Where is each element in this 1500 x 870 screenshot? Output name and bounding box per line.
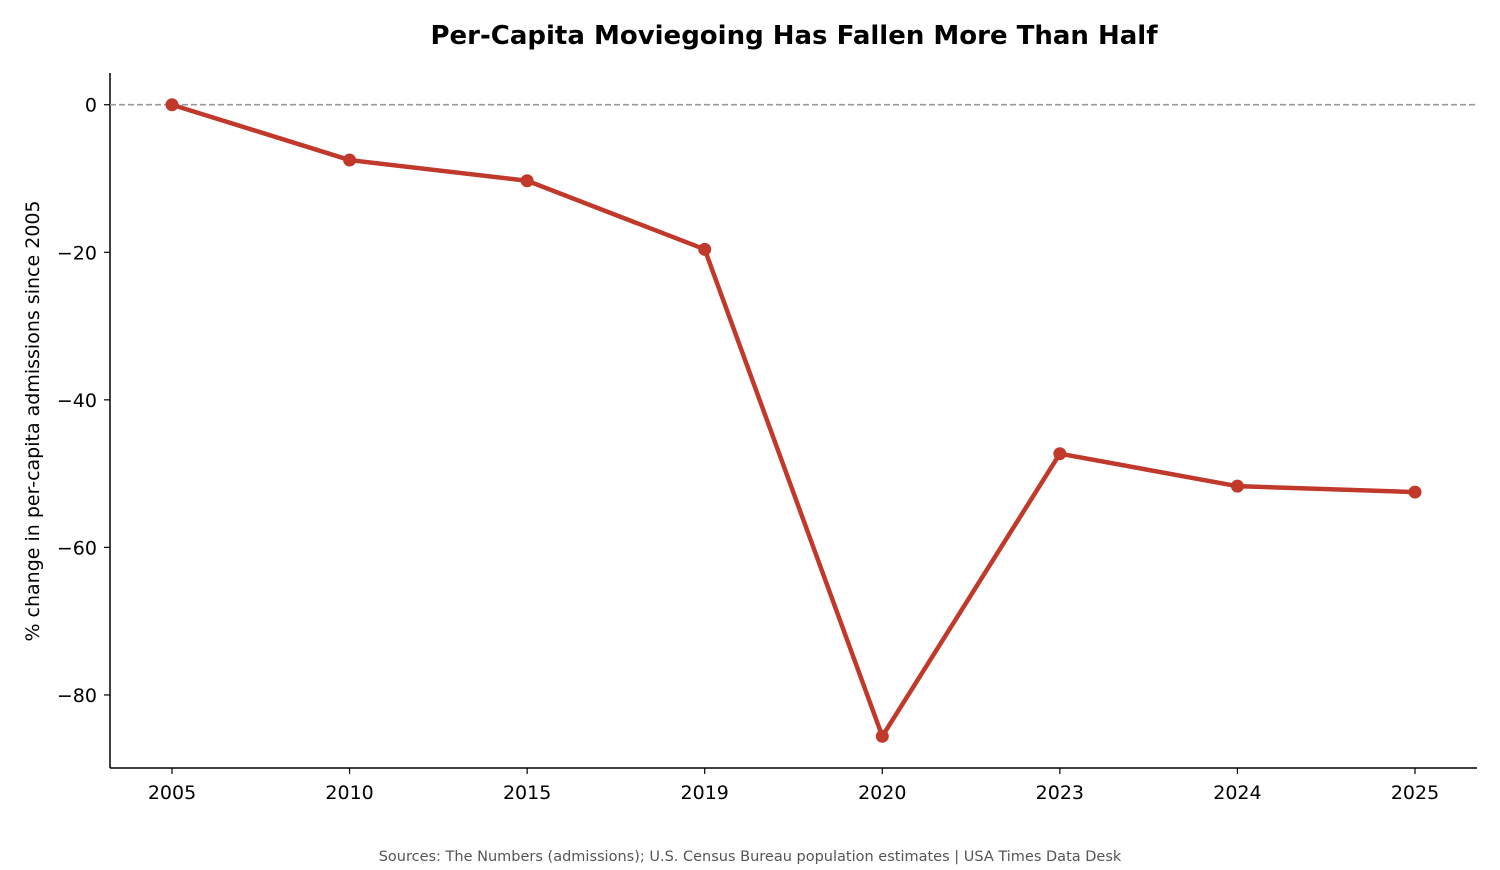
chart-title: Per-Capita Moviegoing Has Fallen More Th… — [430, 21, 1158, 51]
y-tick-label: −80 — [57, 685, 97, 707]
data-point — [165, 98, 179, 112]
axes — [109, 73, 1477, 769]
x-tick-label: 2019 — [681, 782, 729, 804]
data-point — [1053, 447, 1067, 461]
data-point — [1230, 479, 1244, 493]
data-point — [520, 174, 534, 188]
x-tick-label: 2005 — [148, 782, 196, 804]
y-tick-label: −20 — [57, 242, 97, 264]
x-tick-label: 2025 — [1391, 782, 1439, 804]
source-note: Sources: The Numbers (admissions); U.S. … — [379, 849, 1122, 865]
data-point — [1408, 485, 1422, 499]
y-tick-label: −40 — [57, 390, 97, 412]
x-axis-ticks: 2005 2010 2015 2019 2020 2023 2024 2025 — [148, 768, 1439, 804]
y-axis-label: % change in per-capita admissions since … — [22, 200, 44, 641]
y-axis-ticks: 0 −20 −40 −60 −80 — [57, 95, 110, 707]
x-tick-label: 2010 — [325, 782, 373, 804]
y-tick-label: 0 — [85, 95, 97, 117]
data-point — [875, 729, 889, 743]
data-point — [698, 242, 712, 256]
x-tick-label: 2015 — [503, 782, 551, 804]
series-line — [169, 102, 1418, 739]
y-tick-label: −60 — [57, 537, 97, 559]
x-tick-label: 2020 — [858, 782, 906, 804]
data-point — [343, 153, 357, 167]
x-tick-label: 2024 — [1213, 782, 1261, 804]
x-tick-label: 2023 — [1036, 782, 1084, 804]
series-group — [165, 98, 1422, 743]
